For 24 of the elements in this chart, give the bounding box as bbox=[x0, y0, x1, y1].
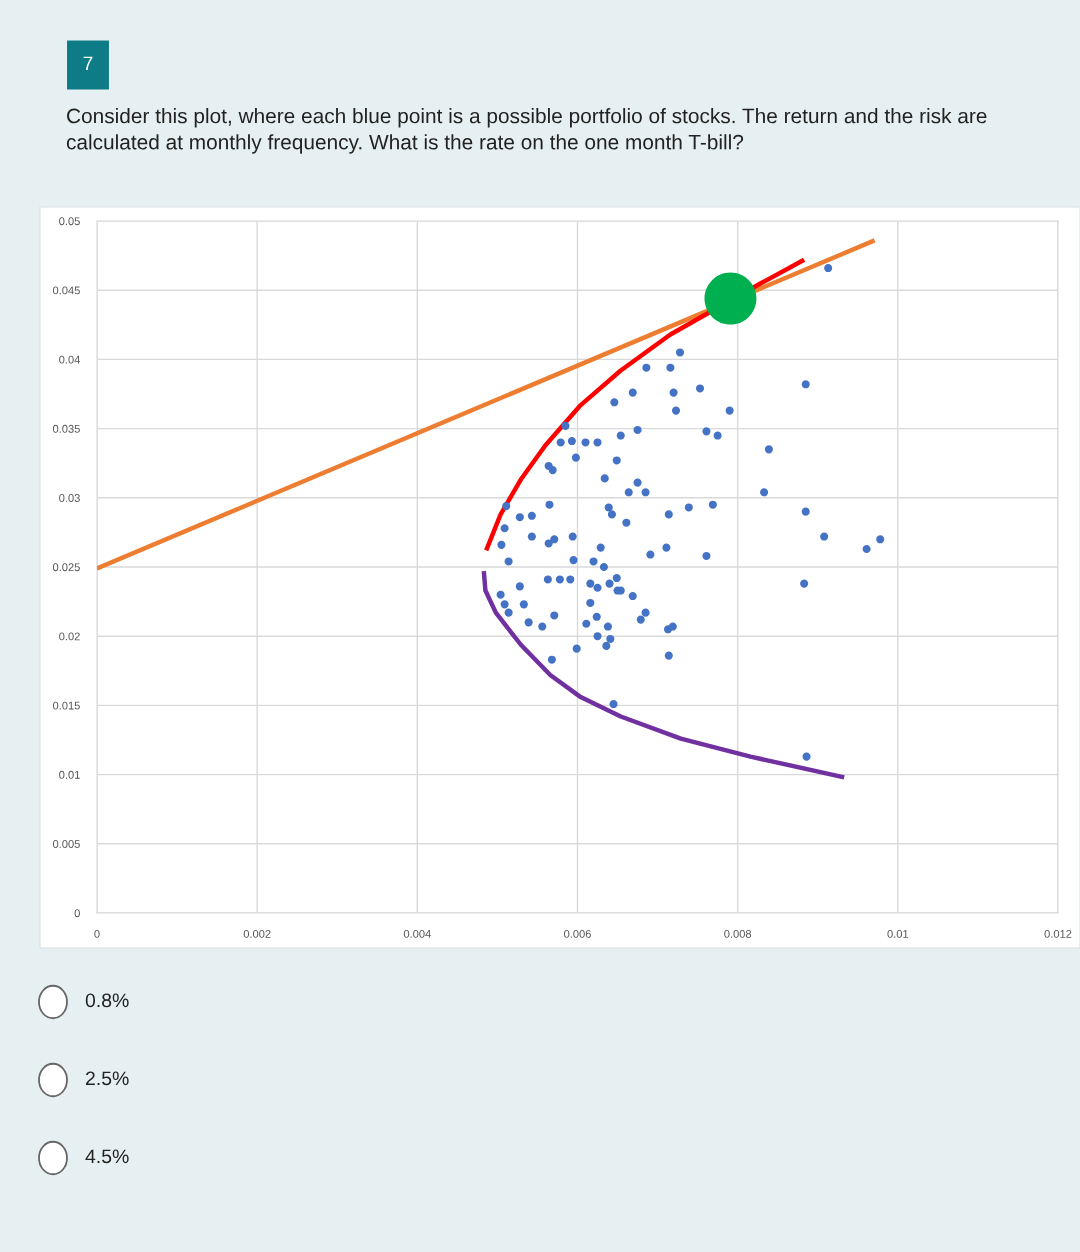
y-tick-label: 0.035 bbox=[52, 424, 80, 433]
y-tick-label: 0.04 bbox=[59, 355, 81, 364]
x-tick-label: 0.01 bbox=[887, 929, 909, 938]
x-tick-label: 0.008 bbox=[724, 929, 752, 938]
y-tick-label: 0.02 bbox=[59, 632, 80, 641]
chart-title: Consider this plot, where each blue point is a possible portfolio of stocks. The return and the risk are calculated at monthly frequency. What is the rate on the one month T-bill? bbox=[66, 108, 987, 154]
y-tick-label: 0.015 bbox=[52, 701, 80, 710]
x-tick-label: 0.012 bbox=[1044, 929, 1072, 938]
y-tick-label: 0.005 bbox=[52, 840, 80, 848]
y-tick-label: 0.03 bbox=[59, 494, 80, 502]
x-tick-label: 0.004 bbox=[403, 929, 431, 938]
x-tick-label: 0.006 bbox=[564, 929, 591, 938]
y-tick-label: 0 bbox=[74, 909, 80, 918]
y-tick-label: 0.05 bbox=[59, 217, 80, 226]
text: 4.5% bbox=[85, 1149, 129, 1164]
y-tick-label: 0.045 bbox=[52, 286, 80, 295]
y-tick-label: 0.01 bbox=[59, 770, 80, 779]
text: 7 bbox=[83, 56, 93, 71]
line-series bbox=[481, 568, 847, 780]
x-tick-label: 0 bbox=[94, 929, 100, 938]
text: 0.8% bbox=[85, 993, 129, 1008]
y-tick-label: 0.025 bbox=[52, 563, 80, 572]
text: 2.5% bbox=[85, 1071, 129, 1086]
x-tick-label: 0.002 bbox=[243, 929, 271, 938]
